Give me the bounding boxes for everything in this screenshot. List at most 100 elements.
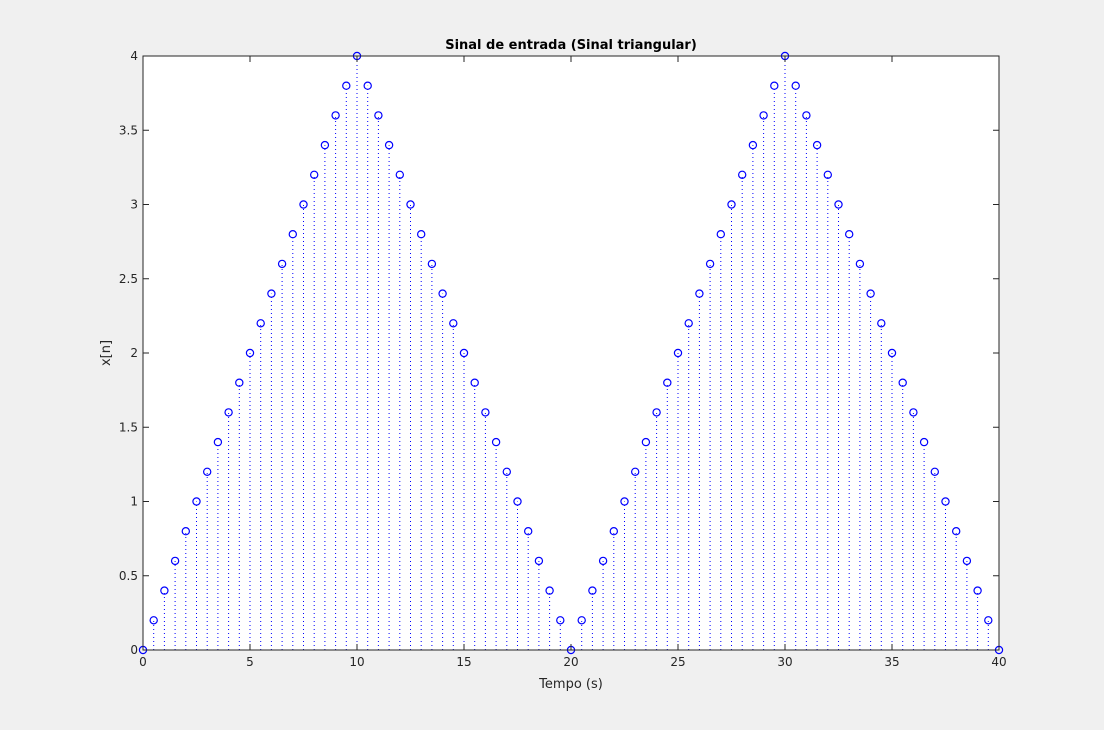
data-point (406, 200, 415, 209)
data-point (705, 259, 715, 269)
data-point (973, 586, 982, 595)
data-point (759, 111, 768, 120)
y-tick-label: 1 (130, 495, 138, 509)
data-point (459, 348, 469, 358)
data-point (663, 378, 672, 387)
data-point (577, 616, 586, 625)
data-point (984, 616, 993, 625)
data-point (919, 437, 929, 447)
data-point (417, 229, 426, 239)
data-point (834, 200, 843, 209)
y-tick-label: 2.5 (119, 272, 138, 286)
data-point (823, 170, 833, 179)
data-point (941, 497, 950, 506)
data-point (170, 556, 180, 566)
y-tick-label: 0.5 (119, 569, 138, 583)
data-point (502, 467, 511, 476)
data-point (449, 319, 458, 328)
data-point (738, 170, 747, 179)
data-point (673, 348, 683, 358)
data-point (320, 140, 330, 150)
data-point (342, 81, 351, 90)
data-point (277, 259, 287, 269)
data-point (160, 586, 169, 595)
data-point (491, 437, 501, 447)
x-tick-label: 35 (884, 655, 899, 669)
data-point (641, 437, 651, 447)
data-point (631, 467, 640, 476)
y-tick-label: 3.5 (119, 123, 138, 137)
data-point (149, 616, 158, 625)
data-point (716, 229, 726, 239)
data-point (224, 408, 233, 417)
y-tick-label: 4 (130, 49, 138, 63)
data-point (952, 527, 961, 536)
data-point (930, 467, 940, 476)
data-point (374, 111, 383, 120)
x-tick-label: 40 (991, 655, 1006, 669)
chart-title: Sinal de entrada (Sinal triangular) (445, 38, 697, 53)
data-point (748, 140, 758, 150)
data-point (620, 497, 629, 506)
y-tick-label: 2 (130, 346, 138, 360)
data-point (384, 140, 394, 150)
data-point (534, 556, 544, 566)
data-point (609, 527, 619, 536)
data-point (299, 200, 308, 209)
data-point (181, 527, 190, 536)
data-point (192, 497, 201, 506)
data-point (202, 467, 212, 476)
data-point (727, 200, 736, 209)
y-tick-label: 3 (130, 198, 138, 212)
data-point (588, 586, 597, 595)
stem-group (153, 56, 989, 650)
data-point (438, 289, 447, 298)
data-point (898, 378, 907, 387)
data-point (256, 319, 265, 328)
data-point (427, 259, 437, 269)
x-tick-label: 30 (777, 655, 792, 669)
data-point (245, 348, 255, 358)
x-tick-label: 0 (139, 655, 147, 669)
data-point (909, 408, 918, 417)
data-point (524, 527, 533, 536)
data-point (684, 319, 693, 328)
data-point (770, 81, 779, 90)
data-point (267, 289, 276, 298)
data-point (855, 259, 865, 269)
data-point (213, 437, 223, 447)
data-point (331, 111, 340, 120)
data-point (513, 497, 522, 506)
data-point (812, 140, 822, 150)
data-point (845, 229, 854, 239)
data-point (235, 378, 244, 387)
data-point (652, 408, 661, 417)
data-point (556, 616, 565, 625)
x-tick-label: 5 (246, 655, 254, 669)
y-axis: 0 0.5 1 1.5 2 2.5 3 3.5 4 (119, 49, 999, 657)
data-point (545, 586, 554, 595)
data-point (962, 556, 972, 566)
y-axis-label: x[n] (99, 340, 114, 366)
x-tick-label: 20 (563, 655, 578, 669)
data-point (877, 319, 886, 328)
data-point (310, 170, 319, 179)
plot-area (143, 56, 999, 650)
data-point (598, 556, 608, 566)
data-point (887, 348, 897, 358)
data-point (395, 170, 404, 179)
data-point (481, 408, 490, 417)
x-tick-label: 10 (349, 655, 364, 669)
x-axis: 0 5 10 15 20 25 30 35 40 (139, 56, 1007, 669)
x-axis-label: Tempo (s) (538, 677, 603, 692)
data-point (791, 81, 800, 90)
x-tick-label: 15 (456, 655, 471, 669)
data-point (363, 81, 372, 90)
y-tick-label: 0 (130, 643, 138, 657)
data-point (470, 378, 479, 387)
data-point (802, 111, 811, 120)
y-tick-label: 1.5 (119, 420, 138, 434)
x-tick-label: 25 (670, 655, 685, 669)
data-point (695, 289, 704, 298)
